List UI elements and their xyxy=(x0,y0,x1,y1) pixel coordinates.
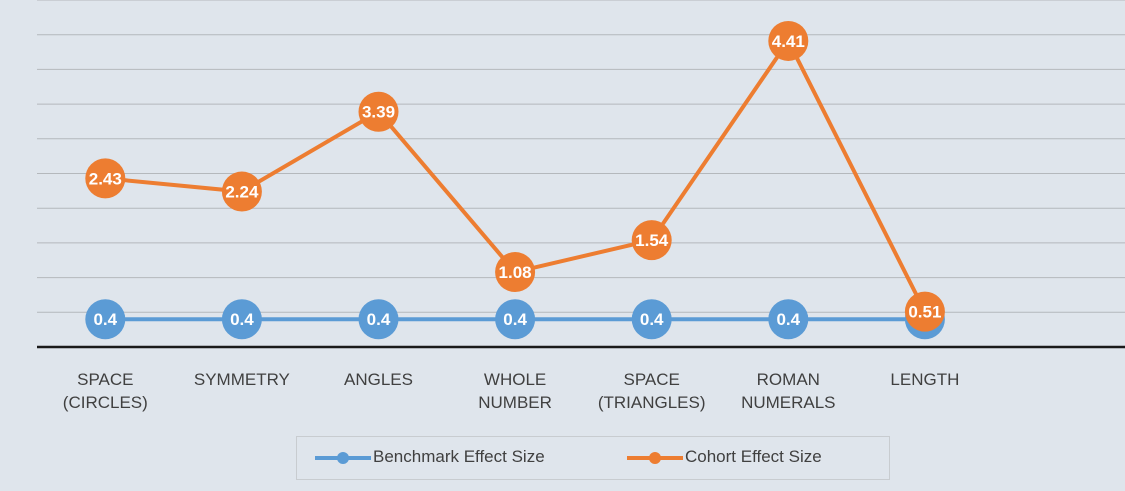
marker xyxy=(768,20,809,61)
marker xyxy=(85,158,126,199)
legend-marker xyxy=(649,452,661,464)
marker xyxy=(221,171,262,212)
data-label: 3.39 xyxy=(362,103,395,122)
data-label: 0.51 xyxy=(908,303,941,322)
legend-marker xyxy=(337,452,349,464)
data-label: 4.41 xyxy=(772,32,805,51)
x-tick-label: LENGTH xyxy=(890,370,960,389)
data-label: 1.54 xyxy=(635,231,669,250)
data-label: 0.4 xyxy=(230,310,254,329)
marker xyxy=(358,91,399,132)
x-tick-label: SPACE (TRIANGLES) xyxy=(597,370,706,412)
x-tick-label: SYMMETRY xyxy=(193,370,290,389)
legend: Benchmark Effect Size Cohort Effect Size xyxy=(296,436,890,480)
data-label: 2.43 xyxy=(89,169,122,188)
marker xyxy=(358,299,399,340)
data-label: 0.4 xyxy=(503,310,527,329)
legend-label: Cohort Effect Size xyxy=(685,447,822,466)
data-label: 2.24 xyxy=(225,183,259,202)
marker xyxy=(631,220,672,261)
legend-symbols xyxy=(315,452,683,464)
x-tick-label: WHOLE NUMBER xyxy=(478,370,552,412)
x-tick-label: ROMAN NUMERALS xyxy=(741,370,836,412)
x-tick-label: ANGLES xyxy=(344,370,413,389)
data-label: 0.4 xyxy=(640,310,664,329)
legend-label: Benchmark Effect Size xyxy=(373,447,545,466)
marker xyxy=(495,299,536,340)
x-tick-label: SPACE (CIRCLES) xyxy=(62,370,148,412)
marker xyxy=(631,299,672,340)
marker xyxy=(904,291,945,332)
data-label: 0.4 xyxy=(776,310,800,329)
data-label: 0.4 xyxy=(93,310,117,329)
marker xyxy=(495,252,536,293)
data-label: 1.08 xyxy=(499,263,532,282)
marker xyxy=(768,299,809,340)
data-label: 0.4 xyxy=(367,310,391,329)
marker xyxy=(221,299,262,340)
marker xyxy=(85,299,126,340)
